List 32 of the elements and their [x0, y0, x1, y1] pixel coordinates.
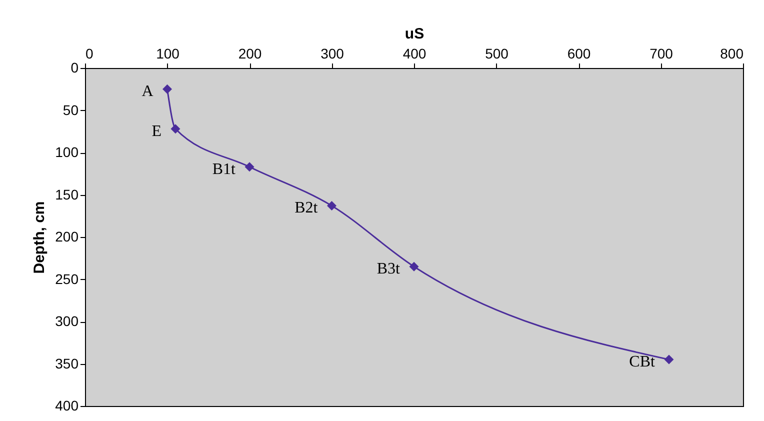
- y-tick-label: 50: [62, 102, 79, 118]
- x-tick-label: 0: [86, 46, 94, 62]
- point: [409, 262, 419, 272]
- y-axis-title: Depth, cm: [31, 201, 48, 274]
- x-tick-label: 500: [485, 46, 509, 62]
- annotation: CBt: [629, 354, 656, 371]
- x-tick-label: 400: [402, 46, 426, 62]
- point: [327, 200, 336, 210]
- y-tick-label: 250: [55, 270, 79, 287]
- x-axis-title: uS: [404, 26, 424, 42]
- x-tick-label: 800: [720, 46, 744, 62]
- point: [162, 84, 172, 94]
- y-tick-label: 150: [55, 186, 79, 202]
- point: [244, 162, 254, 172]
- y-tick-label: 400: [55, 398, 79, 414]
- x-tick-label: 700: [650, 46, 674, 62]
- annotation: B2t: [294, 200, 318, 217]
- point: [170, 124, 180, 134]
- y-tick-label: 100: [55, 144, 79, 160]
- x-tick-label: 300: [320, 46, 344, 62]
- point: [664, 354, 674, 364]
- x-tick-label: 200: [238, 46, 262, 62]
- y-tick-label: 300: [55, 313, 79, 329]
- annotation: A: [142, 83, 154, 100]
- annotation: E: [152, 122, 162, 140]
- y-tick-label: 0: [70, 60, 79, 76]
- annotation: B3t: [376, 260, 401, 278]
- annotation: B1t: [212, 160, 236, 178]
- y-tick-label: 200: [55, 228, 79, 244]
- x-tick-label: 600: [567, 46, 591, 62]
- y-tick-label: 350: [55, 355, 79, 372]
- x-tick-label: 100: [156, 46, 180, 62]
